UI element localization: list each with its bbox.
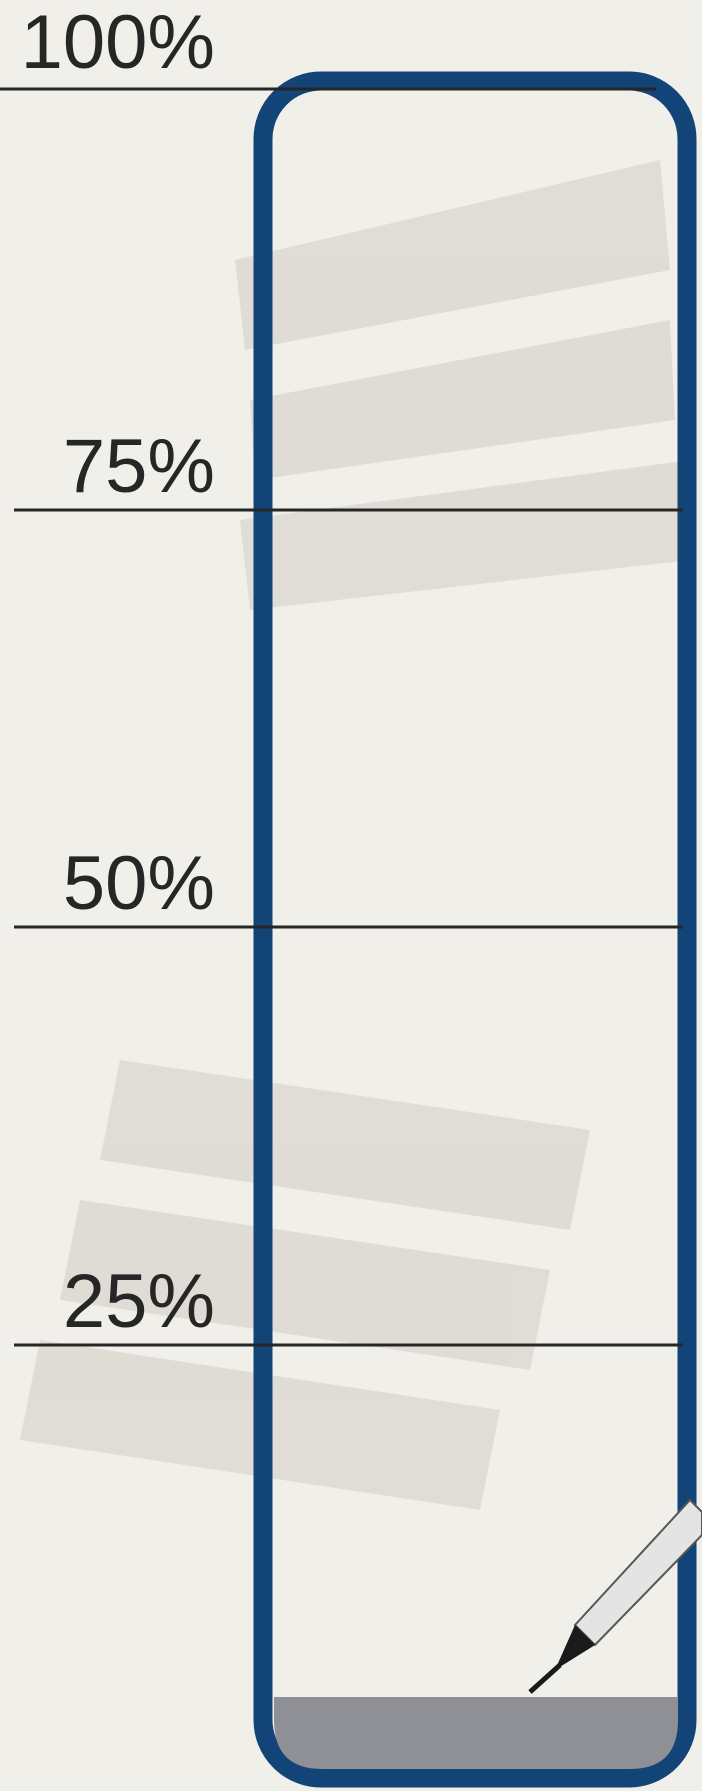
level-label: 100% bbox=[21, 0, 215, 85]
level-label: 50% bbox=[63, 841, 215, 926]
level-label: 75% bbox=[63, 424, 215, 509]
page: {"gauge": {"levels": [ {"label": "100%"}… bbox=[0, 0, 702, 1791]
level-label: 25% bbox=[63, 1259, 215, 1344]
gauge-fill bbox=[274, 1697, 678, 1769]
gauge-screen: 100% 75% 50% 25% bbox=[0, 0, 702, 1791]
